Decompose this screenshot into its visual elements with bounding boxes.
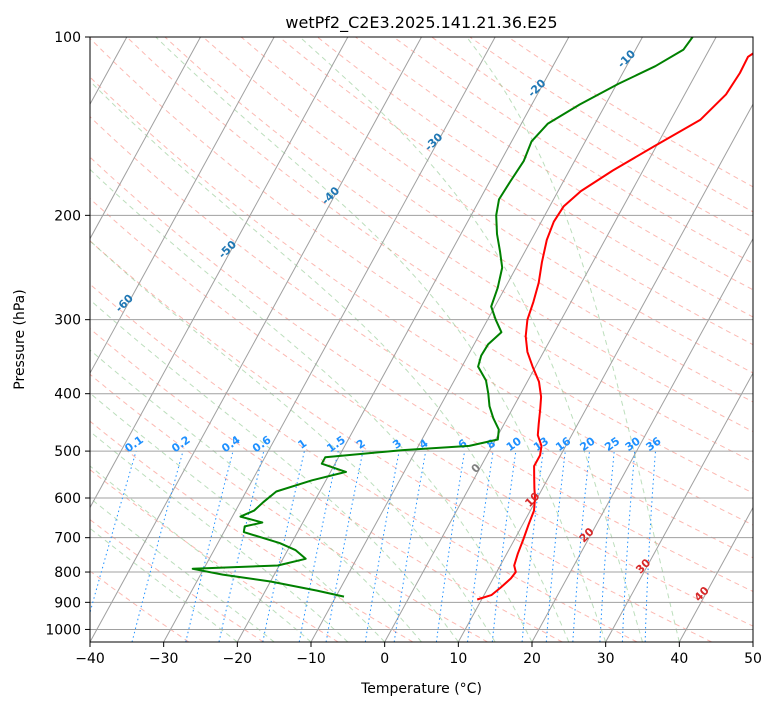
x-tick-label: 30 [597,651,615,667]
x-axis: −40 −30 −20 −10 0 10 20 30 40 50 [75,642,762,667]
isotherm-line [90,37,201,240]
mixing-ratio-line [364,451,400,642]
dry-adiabat-line [90,240,712,642]
x-tick-label: 10 [449,651,467,667]
y-tick-label: 800 [54,565,81,581]
x-tick-label: −40 [75,651,105,667]
isotherm-line [310,37,643,642]
mixing-ratio-line [599,451,615,642]
temperature-profile [476,52,753,601]
mixing-ratio-line [545,451,566,642]
isotherms [90,37,753,642]
moist-adiabat-line [90,392,386,642]
x-tick-label: −20 [223,651,253,667]
y-tick-label: 900 [54,595,81,611]
mixing-ratio-line [298,450,339,642]
dry-adiabat-line [90,116,753,559]
isotherm-line [605,372,753,642]
y-tick-label: 500 [54,444,81,460]
sounding-profiles [191,37,753,601]
mixing-ratio-line [90,450,137,615]
isotherm-line [457,103,753,642]
dry-adiabat-line [430,37,753,238]
x-tick-label: 20 [523,651,541,667]
mixing-ratio-line [644,451,656,642]
y-tick-label: 300 [54,313,81,329]
mixing-ratio-line [521,451,544,642]
dry-adiabat-line [90,373,488,642]
dry-adiabat-line [240,37,753,374]
y-tick-label: 700 [54,531,81,547]
dry-adiabat-line [507,37,753,188]
plot-frame [89,36,754,643]
y-axis-title: Pressure (hPa) [12,289,28,389]
mixing-ratio-line [393,451,427,642]
moist-adiabat-line [90,80,570,642]
dry-adiabat-line [90,420,414,642]
dry-adiabat-line [202,37,753,403]
y-axis: 100 200 300 400 500 600 700 800 900 1000 [45,30,90,638]
moist-adiabat-line [466,37,680,642]
x-tick-label: −30 [149,651,179,667]
dry-adiabat-line [90,197,753,627]
y-tick-label: 100 [54,30,81,46]
moist-adiabat-line [90,299,459,642]
y-tick-label: 400 [54,387,81,403]
isotherm-line [236,37,570,642]
isotherm-line [678,506,753,642]
x-axis-title: Temperature (°C) [360,681,482,697]
x-tick-label: 50 [744,651,762,667]
x-tick-label: −10 [296,651,326,667]
dry-adiabat-line [90,37,753,494]
moist-adiabat-line [90,430,349,642]
x-tick-label: 0 [380,651,389,667]
dry-adiabat-line [392,37,753,264]
moist-adiabat-line [90,497,275,642]
isotherm-line [531,237,753,642]
moist-adiabat-line [155,37,607,642]
mixing-ratio-line [467,451,494,642]
x-tick-label: 40 [670,651,688,667]
y-tick-label: 200 [54,208,81,224]
dry-adiabat-line [90,76,753,526]
isotherm-line [90,37,275,375]
y-tick-label: 1000 [45,622,81,638]
moist-adiabat-line [90,349,422,642]
dry-adiabat-line [164,37,753,433]
isotherm-line [163,37,496,642]
isotherm-line [90,37,349,509]
dry-adiabat-line [278,37,753,346]
dry-adiabats [90,37,753,642]
mixing-ratio-line [621,451,636,642]
isotherm-line [90,37,422,642]
y-tick-label: 600 [54,491,81,507]
mixing-ratio-line [435,451,466,642]
isobars [90,37,753,630]
mixing-ratio-line [572,451,590,642]
chart-title: wetPf2_C2E3.2025.141.21.36.E25 [285,13,557,33]
moist-adiabat-line [90,168,533,642]
mixing-ratio-line [491,451,517,642]
isotherm-line [384,37,717,642]
dewpoint-profile [191,37,694,598]
mixing-ratio-line [325,451,364,642]
